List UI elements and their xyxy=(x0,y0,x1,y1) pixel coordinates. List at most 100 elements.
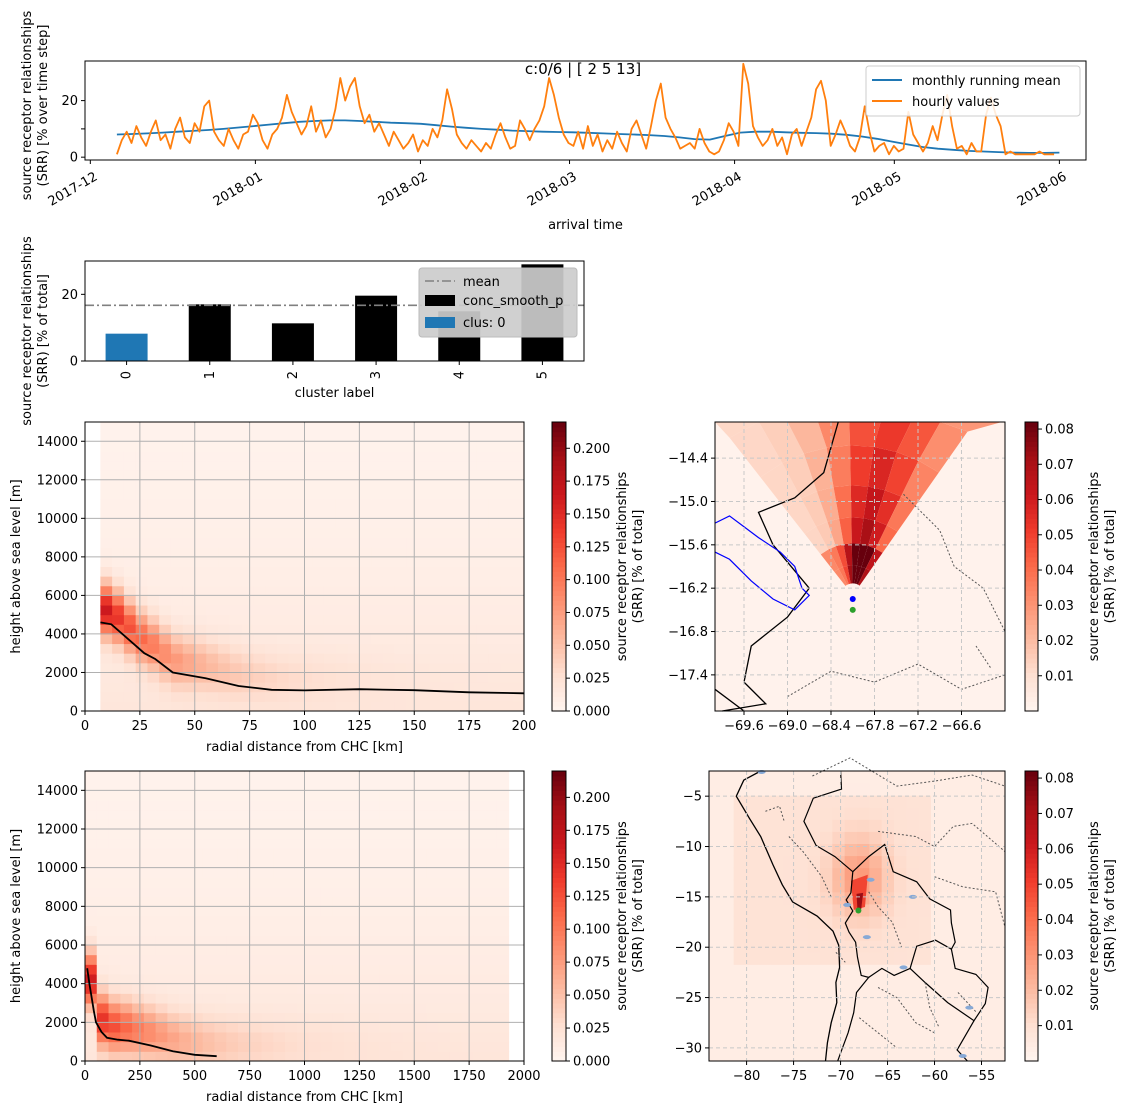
footprint-cell xyxy=(968,855,981,869)
heatmap-cell xyxy=(167,819,180,830)
footprint-cell xyxy=(709,988,722,1002)
heatmap-cell xyxy=(167,974,180,985)
heatmap-cell xyxy=(355,1051,368,1062)
heatmap-cell xyxy=(241,499,254,510)
heatmap-cell xyxy=(218,527,231,539)
heatmap-cell xyxy=(108,964,121,975)
heatmap-cell xyxy=(485,1003,498,1014)
heatmap-cell xyxy=(449,1012,463,1023)
heatmap-cell xyxy=(159,422,172,433)
colorbar-segment xyxy=(552,785,566,791)
heatmap-cell xyxy=(390,887,404,898)
footprint-cell xyxy=(832,1036,846,1050)
heatmap-cell xyxy=(249,1032,263,1043)
heatmap-cell xyxy=(143,925,157,936)
heatmap-cell xyxy=(194,614,207,625)
footprint-cell xyxy=(943,976,957,989)
heatmap-cell xyxy=(229,508,243,519)
heatmap-cell xyxy=(143,993,157,1004)
heatmap-cell xyxy=(453,479,466,490)
heatmap-cell xyxy=(108,954,121,965)
heatmap-cell xyxy=(194,633,207,645)
heatmap-cell xyxy=(182,499,196,510)
heatmap-cell xyxy=(355,1003,368,1014)
heatmap-cell xyxy=(288,585,301,596)
heatmap-cell xyxy=(276,460,290,471)
footprint-cell xyxy=(844,771,858,784)
footprint-cell xyxy=(980,1036,994,1050)
heatmap-cell xyxy=(438,1003,451,1014)
heatmap-cell xyxy=(108,925,121,936)
heatmap-cell xyxy=(194,547,207,558)
heatmap-cell xyxy=(261,877,274,888)
heatmap-cell xyxy=(335,460,348,471)
heatmap-cell xyxy=(249,896,263,907)
footprint-cell xyxy=(795,831,809,844)
footprint-cell xyxy=(758,807,772,820)
heatmap-cell xyxy=(512,479,525,490)
x-tick-label: 0 xyxy=(120,371,135,379)
heatmap-cell xyxy=(147,489,160,500)
heatmap-cell xyxy=(265,691,278,702)
heatmap-cell xyxy=(371,682,384,693)
heatmap-cell xyxy=(273,838,286,849)
heatmap-cell xyxy=(406,595,419,606)
footprint-cell xyxy=(758,795,772,808)
y-tick-label: 0 xyxy=(70,705,78,720)
heatmap-cell xyxy=(453,537,466,548)
heatmap-cell xyxy=(465,479,478,490)
footprint-cell xyxy=(894,771,907,784)
footprint-cell xyxy=(968,976,981,989)
heatmap-cell xyxy=(112,605,125,616)
heatmap-cell xyxy=(202,964,215,975)
heatmap-cell xyxy=(108,993,121,1004)
heatmap-cell xyxy=(241,441,254,452)
heatmap-cell xyxy=(237,858,251,869)
heatmap-cell xyxy=(155,809,168,820)
heatmap-cell xyxy=(96,1032,110,1043)
heatmap-cell xyxy=(414,887,427,898)
heatmap-cell xyxy=(332,945,345,956)
heatmap-cell xyxy=(394,431,407,442)
heatmap-cell xyxy=(265,595,278,606)
heatmap-cell xyxy=(135,479,148,490)
heatmap-cell xyxy=(406,701,419,712)
heatmap-cell xyxy=(371,537,384,548)
heatmap-cell xyxy=(500,662,513,673)
heatmap-cell xyxy=(426,925,439,936)
heatmap-cell xyxy=(112,566,125,577)
heatmap-cell xyxy=(449,935,463,946)
heatmap-cell xyxy=(367,1022,380,1033)
heatmap-cell xyxy=(426,858,439,869)
heatmap-cell xyxy=(108,935,121,946)
footprint-cell xyxy=(758,855,772,869)
heatmap-cell xyxy=(253,547,266,558)
heatmap-cell xyxy=(359,431,372,442)
heatmap-cell xyxy=(394,624,407,635)
colorbar-segment xyxy=(552,790,566,796)
heatmap-cell xyxy=(473,809,486,820)
heatmap-cell xyxy=(414,829,427,840)
heatmap-cell xyxy=(132,800,145,811)
heatmap-cell xyxy=(237,974,251,985)
heatmap-cell xyxy=(276,518,290,529)
heatmap-cell xyxy=(308,771,321,782)
colorbar-segment xyxy=(1025,829,1038,835)
heatmap-cell xyxy=(218,547,231,558)
heatmap-cell xyxy=(155,1003,168,1014)
heatmap-cell xyxy=(179,858,192,869)
heatmap-cell xyxy=(143,1051,157,1062)
heatmap-cell xyxy=(449,887,463,898)
footprint-cell xyxy=(795,1012,809,1026)
heatmap-cell xyxy=(167,1003,180,1014)
heatmap-cell xyxy=(453,441,466,452)
heatmap-cell xyxy=(382,460,396,471)
colorbar-segment xyxy=(1025,552,1038,558)
heatmap-cell xyxy=(296,858,310,869)
heatmap-cell xyxy=(371,489,384,500)
footprint-cell xyxy=(721,771,735,784)
colorbar-segment xyxy=(1025,441,1038,447)
heatmap-cell xyxy=(438,1032,451,1043)
colorbar-tick-label: 0.03 xyxy=(1045,599,1074,614)
heatmap-cell xyxy=(390,1003,404,1014)
